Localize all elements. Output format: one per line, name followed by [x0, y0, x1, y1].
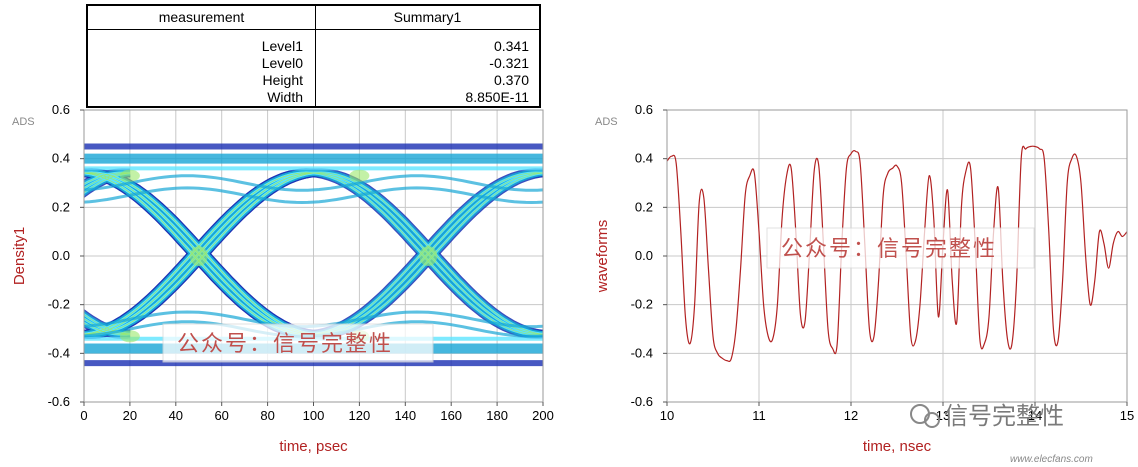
eye-shoulder-trace: [84, 174, 543, 192]
y-tick-label: -0.2: [48, 297, 70, 312]
eye-edge-crossing: [119, 169, 140, 182]
wechat-logo-icon-small: [924, 412, 940, 428]
x-tick-label: 140: [394, 408, 416, 423]
x-tick-label: 120: [349, 408, 371, 423]
y-tick-label: -0.2: [631, 297, 653, 312]
site-text: www.elecfans.com: [1010, 454, 1093, 465]
x-axis-label: time, nsec: [863, 438, 932, 455]
x-tick-label: 40: [169, 408, 183, 423]
table-row-name: Width: [267, 89, 303, 105]
x-tick-label: 180: [486, 408, 508, 423]
eye-density-chart: 0 20 40 60 80 100 120 140 160 180 200 -0.6 -0.4 -0.2 0…: [11, 102, 554, 455]
x-tick-label: 80: [260, 408, 274, 423]
eye-falling-edge: [84, 313, 130, 335]
table-row-value: 8.850E-11: [465, 89, 529, 105]
table-values-column: 0.341 -0.321 0.370 8.850E-11: [316, 30, 539, 107]
y-tick-label: 0.0: [635, 248, 653, 263]
x-tick-label: 0: [80, 408, 87, 423]
y-tick-label: 0.6: [635, 102, 653, 117]
watermark-right: 公众号：信号完整性: [781, 236, 997, 261]
table-row-name: Height: [262, 72, 303, 88]
y-tick-label: 0.2: [52, 199, 70, 214]
table-body: Level1 Level0 Height Width 0.341 -0.321 …: [88, 30, 539, 107]
y-tick-label: -0.6: [631, 394, 653, 409]
x-axis-label: time, psec: [279, 438, 348, 455]
ads-badge: ADS: [595, 116, 618, 128]
y-axis-label: Density1: [11, 227, 28, 285]
x-tick-label: 11: [752, 408, 766, 423]
x-tick-label: 60: [214, 408, 228, 423]
table-names-column: Level1 Level0 Height Width: [88, 30, 316, 107]
eye-rising-edge: [84, 172, 130, 185]
logo-text: 信号完整性: [944, 403, 1064, 430]
eye-crossing-point: [189, 246, 208, 266]
eye-edge-crossing: [119, 330, 140, 343]
y-tick-label: 0.6: [52, 102, 70, 117]
eye-traces: [84, 143, 543, 367]
y-tick-label: 0.4: [52, 151, 70, 166]
table-header-summary: Summary1: [393, 9, 462, 25]
x-tick-label: 15: [1120, 408, 1134, 423]
waveform-series: [667, 145, 1127, 362]
measurement-table: measurement Summary1 Level1 Level0 Heigh…: [86, 4, 541, 108]
y-tick-label: -0.4: [631, 345, 653, 360]
table-row-name: Level0: [261, 55, 303, 71]
y-axis-label: waveforms: [594, 220, 611, 294]
x-tick-label: 10: [660, 408, 674, 423]
watermark-left-box: [162, 323, 434, 363]
table-header-measurement: measurement: [88, 6, 316, 29]
watermark-right-box: [766, 227, 1035, 269]
waveform-line: [667, 145, 1127, 362]
y-tick-label: -0.4: [48, 345, 70, 360]
y-tick-label: 0.2: [635, 199, 653, 214]
x-tick-label: 14: [1028, 408, 1042, 423]
table-header: measurement Summary1: [88, 6, 539, 30]
x-tick-label: 20: [123, 408, 137, 423]
eye-shoulder-trace: [84, 186, 543, 205]
table-row-name: Level1: [261, 38, 303, 54]
table-row-value: -0.321: [489, 55, 529, 71]
y-tick-label: -0.6: [48, 394, 70, 409]
eye-crossing-point: [419, 246, 438, 266]
watermark-left: 公众号：信号完整性: [177, 331, 393, 356]
eye-rising-edge: [84, 172, 130, 194]
x-tick-label: 160: [440, 408, 462, 423]
ads-badge: ADS: [12, 116, 35, 128]
eye-falling-edge: [84, 318, 130, 335]
x-tick-label: 200: [532, 408, 554, 423]
eye-rising-edge: [84, 172, 130, 189]
table-row-value: 0.341: [493, 38, 529, 54]
eye-edge-crossing: [349, 169, 370, 182]
wechat-logo-icon: [910, 404, 930, 424]
x-tick-label: 100: [303, 408, 325, 423]
table-row-value: 0.370: [493, 72, 529, 88]
y-tick-label: 0.0: [52, 248, 70, 263]
y-tick-label: 0.4: [635, 151, 653, 166]
x-tick-label: 12: [844, 408, 858, 423]
